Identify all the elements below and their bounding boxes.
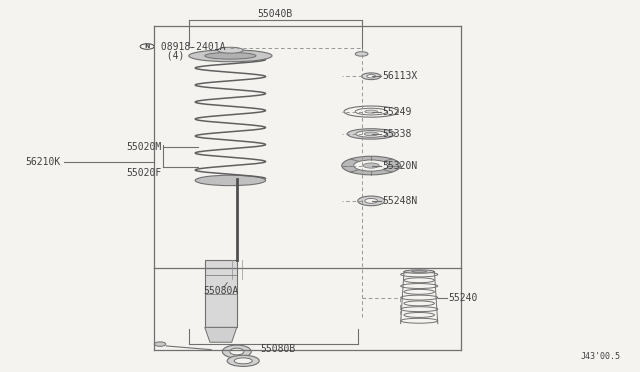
- Ellipse shape: [365, 110, 378, 113]
- Ellipse shape: [362, 73, 381, 80]
- Text: 55080B: 55080B: [260, 344, 296, 353]
- Ellipse shape: [353, 160, 389, 171]
- Text: N: N: [145, 44, 150, 49]
- Ellipse shape: [412, 271, 427, 272]
- Ellipse shape: [205, 52, 256, 59]
- Text: 55320N: 55320N: [382, 161, 417, 170]
- Text: 55040B: 55040B: [257, 9, 293, 19]
- Ellipse shape: [404, 270, 435, 273]
- FancyBboxPatch shape: [205, 260, 237, 327]
- Text: 55240: 55240: [448, 293, 477, 302]
- Text: J43'00.5: J43'00.5: [581, 352, 621, 361]
- Ellipse shape: [355, 52, 368, 56]
- Ellipse shape: [358, 196, 385, 206]
- Polygon shape: [205, 327, 237, 342]
- Ellipse shape: [230, 348, 244, 355]
- Ellipse shape: [189, 50, 272, 62]
- Text: 08918-2401A: 08918-2401A: [155, 42, 225, 51]
- Ellipse shape: [195, 175, 266, 186]
- Text: 55020M: 55020M: [126, 142, 161, 152]
- Ellipse shape: [347, 129, 396, 139]
- Text: 56210K: 56210K: [26, 157, 61, 167]
- Text: 55020F: 55020F: [126, 168, 161, 178]
- Text: 56113X: 56113X: [382, 71, 417, 81]
- Text: 55338: 55338: [382, 129, 412, 139]
- Text: 55249: 55249: [382, 107, 412, 116]
- Ellipse shape: [154, 342, 166, 346]
- Ellipse shape: [355, 108, 387, 115]
- Text: (4): (4): [155, 51, 184, 61]
- Text: 55080A: 55080A: [203, 286, 239, 296]
- Ellipse shape: [342, 156, 401, 175]
- Ellipse shape: [218, 47, 243, 53]
- Ellipse shape: [356, 131, 387, 137]
- Ellipse shape: [227, 355, 259, 366]
- Ellipse shape: [364, 132, 378, 136]
- Text: 55248N: 55248N: [382, 196, 417, 206]
- Ellipse shape: [367, 75, 376, 78]
- Ellipse shape: [234, 358, 252, 364]
- Ellipse shape: [223, 345, 252, 358]
- Ellipse shape: [364, 163, 380, 168]
- Ellipse shape: [365, 198, 378, 203]
